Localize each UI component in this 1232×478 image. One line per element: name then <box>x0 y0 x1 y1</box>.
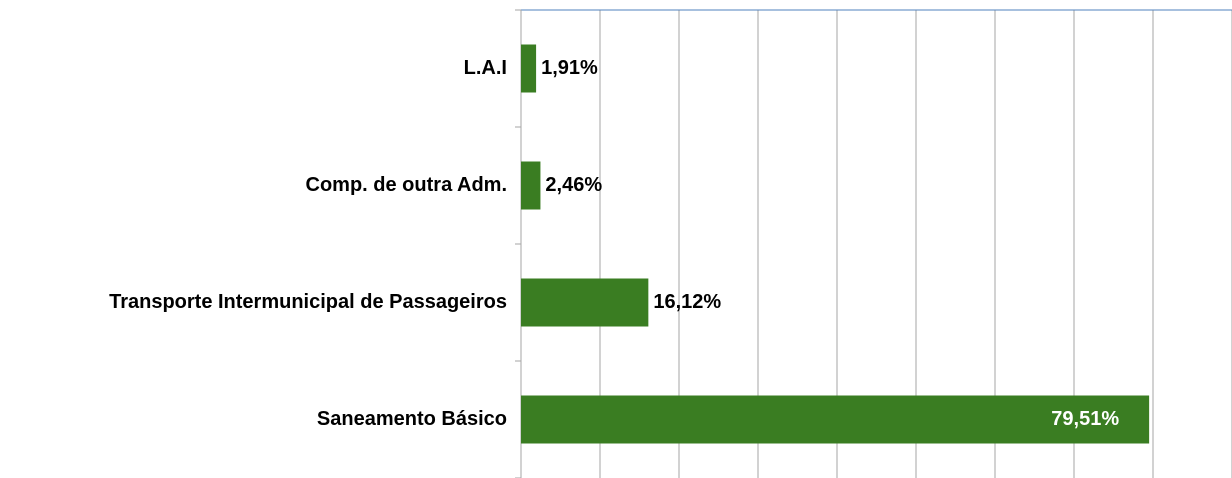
bar <box>521 278 649 327</box>
bar <box>521 161 541 210</box>
data-label: 79,51% <box>1051 408 1119 430</box>
bar <box>521 395 1150 444</box>
data-label: 2,46% <box>545 174 602 196</box>
y-tick-label: L.A.I <box>464 57 507 79</box>
y-tick-label: Transporte Intermunicipal de Passageiros <box>109 291 507 313</box>
bar <box>521 44 537 93</box>
data-label: 16,12% <box>653 291 721 313</box>
y-tick-label: Comp. de outra Adm. <box>306 174 507 196</box>
y-tick-label: Saneamento Básico <box>317 408 507 430</box>
data-label: 1,91% <box>541 57 598 79</box>
